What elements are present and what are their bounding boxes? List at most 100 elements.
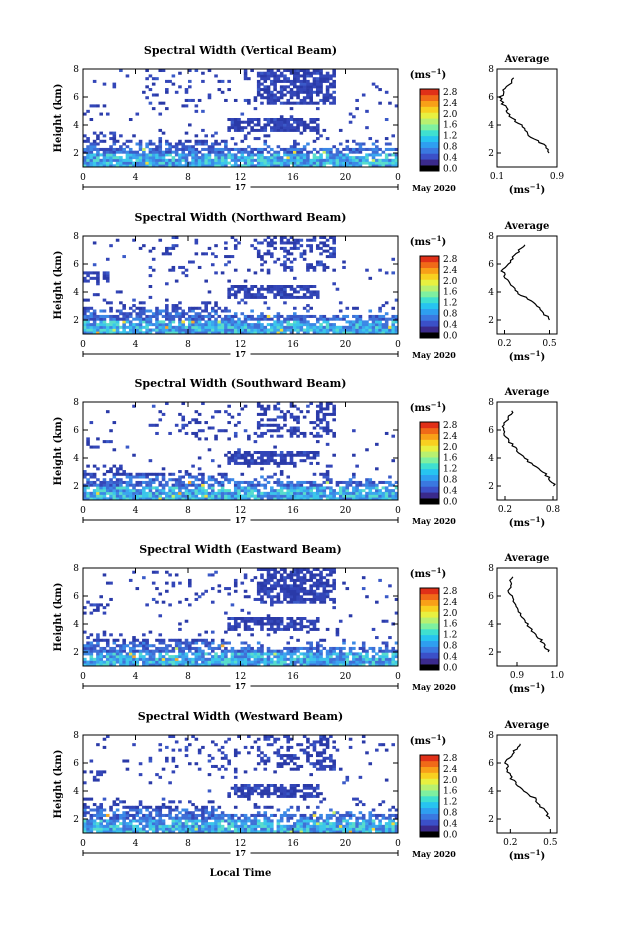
heatmap-cell (394, 663, 399, 667)
panel-4: Spectral Width (Eastward Beam)2468Height… (53, 543, 564, 695)
heatmap-cell (283, 652, 287, 656)
heatmap-cell (112, 317, 117, 321)
heatmap-cell (266, 156, 271, 160)
heatmap-cell (230, 415, 235, 419)
heatmap-cell (358, 164, 363, 168)
heatmap-cell (289, 660, 294, 664)
heatmap-cell (86, 497, 90, 501)
heatmap-cell (171, 494, 176, 498)
heatmap-cell (243, 331, 248, 335)
heatmap-cell (233, 827, 238, 831)
heatmap-cell (220, 494, 225, 498)
heatmap-cell (168, 655, 172, 659)
heatmap-cell (358, 314, 363, 318)
heatmap-cell (96, 142, 100, 146)
heatmap-cell (233, 453, 238, 457)
heatmap-cell (279, 118, 284, 122)
heatmap-cell (174, 150, 179, 154)
heatmap-cell (256, 88, 261, 92)
heatmap-cell (266, 824, 271, 828)
heatmap-cell (105, 827, 110, 831)
heatmap-cell (371, 150, 376, 154)
heatmap-cell (109, 314, 113, 318)
heatmap-cell (306, 619, 310, 623)
heatmap-cell (361, 644, 366, 648)
heatmap-cell (109, 497, 113, 501)
heatmap-cell (138, 475, 143, 479)
heatmap-cell (102, 440, 107, 444)
heatmap-cell (306, 663, 310, 667)
heatmap-cell (391, 649, 396, 653)
heatmap-cell (256, 412, 261, 416)
heatmap-cell (273, 429, 277, 433)
heatmap-cell (263, 161, 268, 165)
heatmap-cell (178, 314, 182, 318)
heatmap-cell (319, 147, 323, 151)
heatmap-cell (99, 649, 103, 653)
heatmap-cell (273, 445, 277, 449)
heatmap-cell (279, 128, 284, 132)
heatmap-cell (260, 619, 264, 623)
heatmap-cell (260, 128, 264, 132)
heatmap-cell (381, 649, 386, 653)
heatmap-cell (315, 652, 320, 656)
heatmap-cell (260, 649, 264, 653)
heatmap-cell (233, 290, 238, 294)
heatmap-cell (299, 595, 304, 599)
heatmap-cell (302, 453, 307, 457)
heatmap-cell (325, 96, 330, 100)
heatmap-cell (329, 570, 333, 574)
heatmap-cell (329, 646, 333, 650)
heatmap-cell (260, 600, 264, 604)
heatmap-cell (283, 657, 287, 661)
heatmap-cell (279, 158, 284, 162)
heatmap-cell (105, 164, 110, 168)
heatmap-cell (125, 325, 130, 329)
heatmap-cell (381, 161, 386, 165)
heatmap-cell (348, 480, 353, 484)
heatmap-cell (276, 595, 281, 599)
heatmap-cell (388, 480, 392, 484)
heatmap-cell (210, 827, 215, 831)
heatmap-cell (112, 82, 117, 86)
heatmap-cell (299, 824, 304, 828)
heatmap-cell (365, 649, 369, 653)
heatmap-cell (83, 298, 87, 302)
heatmap-cell (296, 486, 300, 490)
heatmap-cell (276, 118, 281, 122)
heatmap-cell (240, 147, 245, 151)
heatmap-cell (92, 331, 97, 335)
heatmap-cell (214, 131, 218, 135)
heatmap-cell (306, 578, 310, 582)
heatmap-cell (388, 483, 392, 487)
heatmap-cell (132, 646, 136, 650)
heatmap-cell (148, 150, 153, 154)
heatmap-cell (260, 494, 264, 498)
heatmap-cell (217, 644, 222, 648)
heatmap-cell (92, 494, 97, 498)
heatmap-cell (128, 827, 133, 831)
heatmap-cell (197, 317, 202, 321)
heatmap-cell (306, 486, 310, 490)
heatmap-cell (289, 331, 294, 335)
heatmap-cell (188, 69, 192, 73)
heatmap-cell (119, 491, 123, 495)
day-label: 17 (235, 182, 246, 192)
heatmap-cell (309, 494, 313, 498)
heatmap-cell (158, 101, 163, 105)
heatmap-cell (293, 587, 297, 591)
heatmap-cell (207, 246, 212, 250)
heatmap-cell (293, 145, 297, 149)
heatmap-cell (299, 494, 304, 498)
heatmap-cell (214, 655, 218, 659)
heatmap-cell (273, 451, 277, 455)
heatmap-cell (296, 497, 300, 501)
colorbar-tick-label: 1.6 (443, 620, 458, 630)
heatmap-cell (273, 622, 277, 626)
heatmap-cell (83, 158, 87, 162)
heatmap-cell (158, 312, 163, 316)
heatmap-cell (302, 98, 307, 102)
heatmap-cell (289, 285, 294, 289)
heatmap-cell (270, 161, 274, 165)
colorbar-frame (419, 88, 440, 172)
